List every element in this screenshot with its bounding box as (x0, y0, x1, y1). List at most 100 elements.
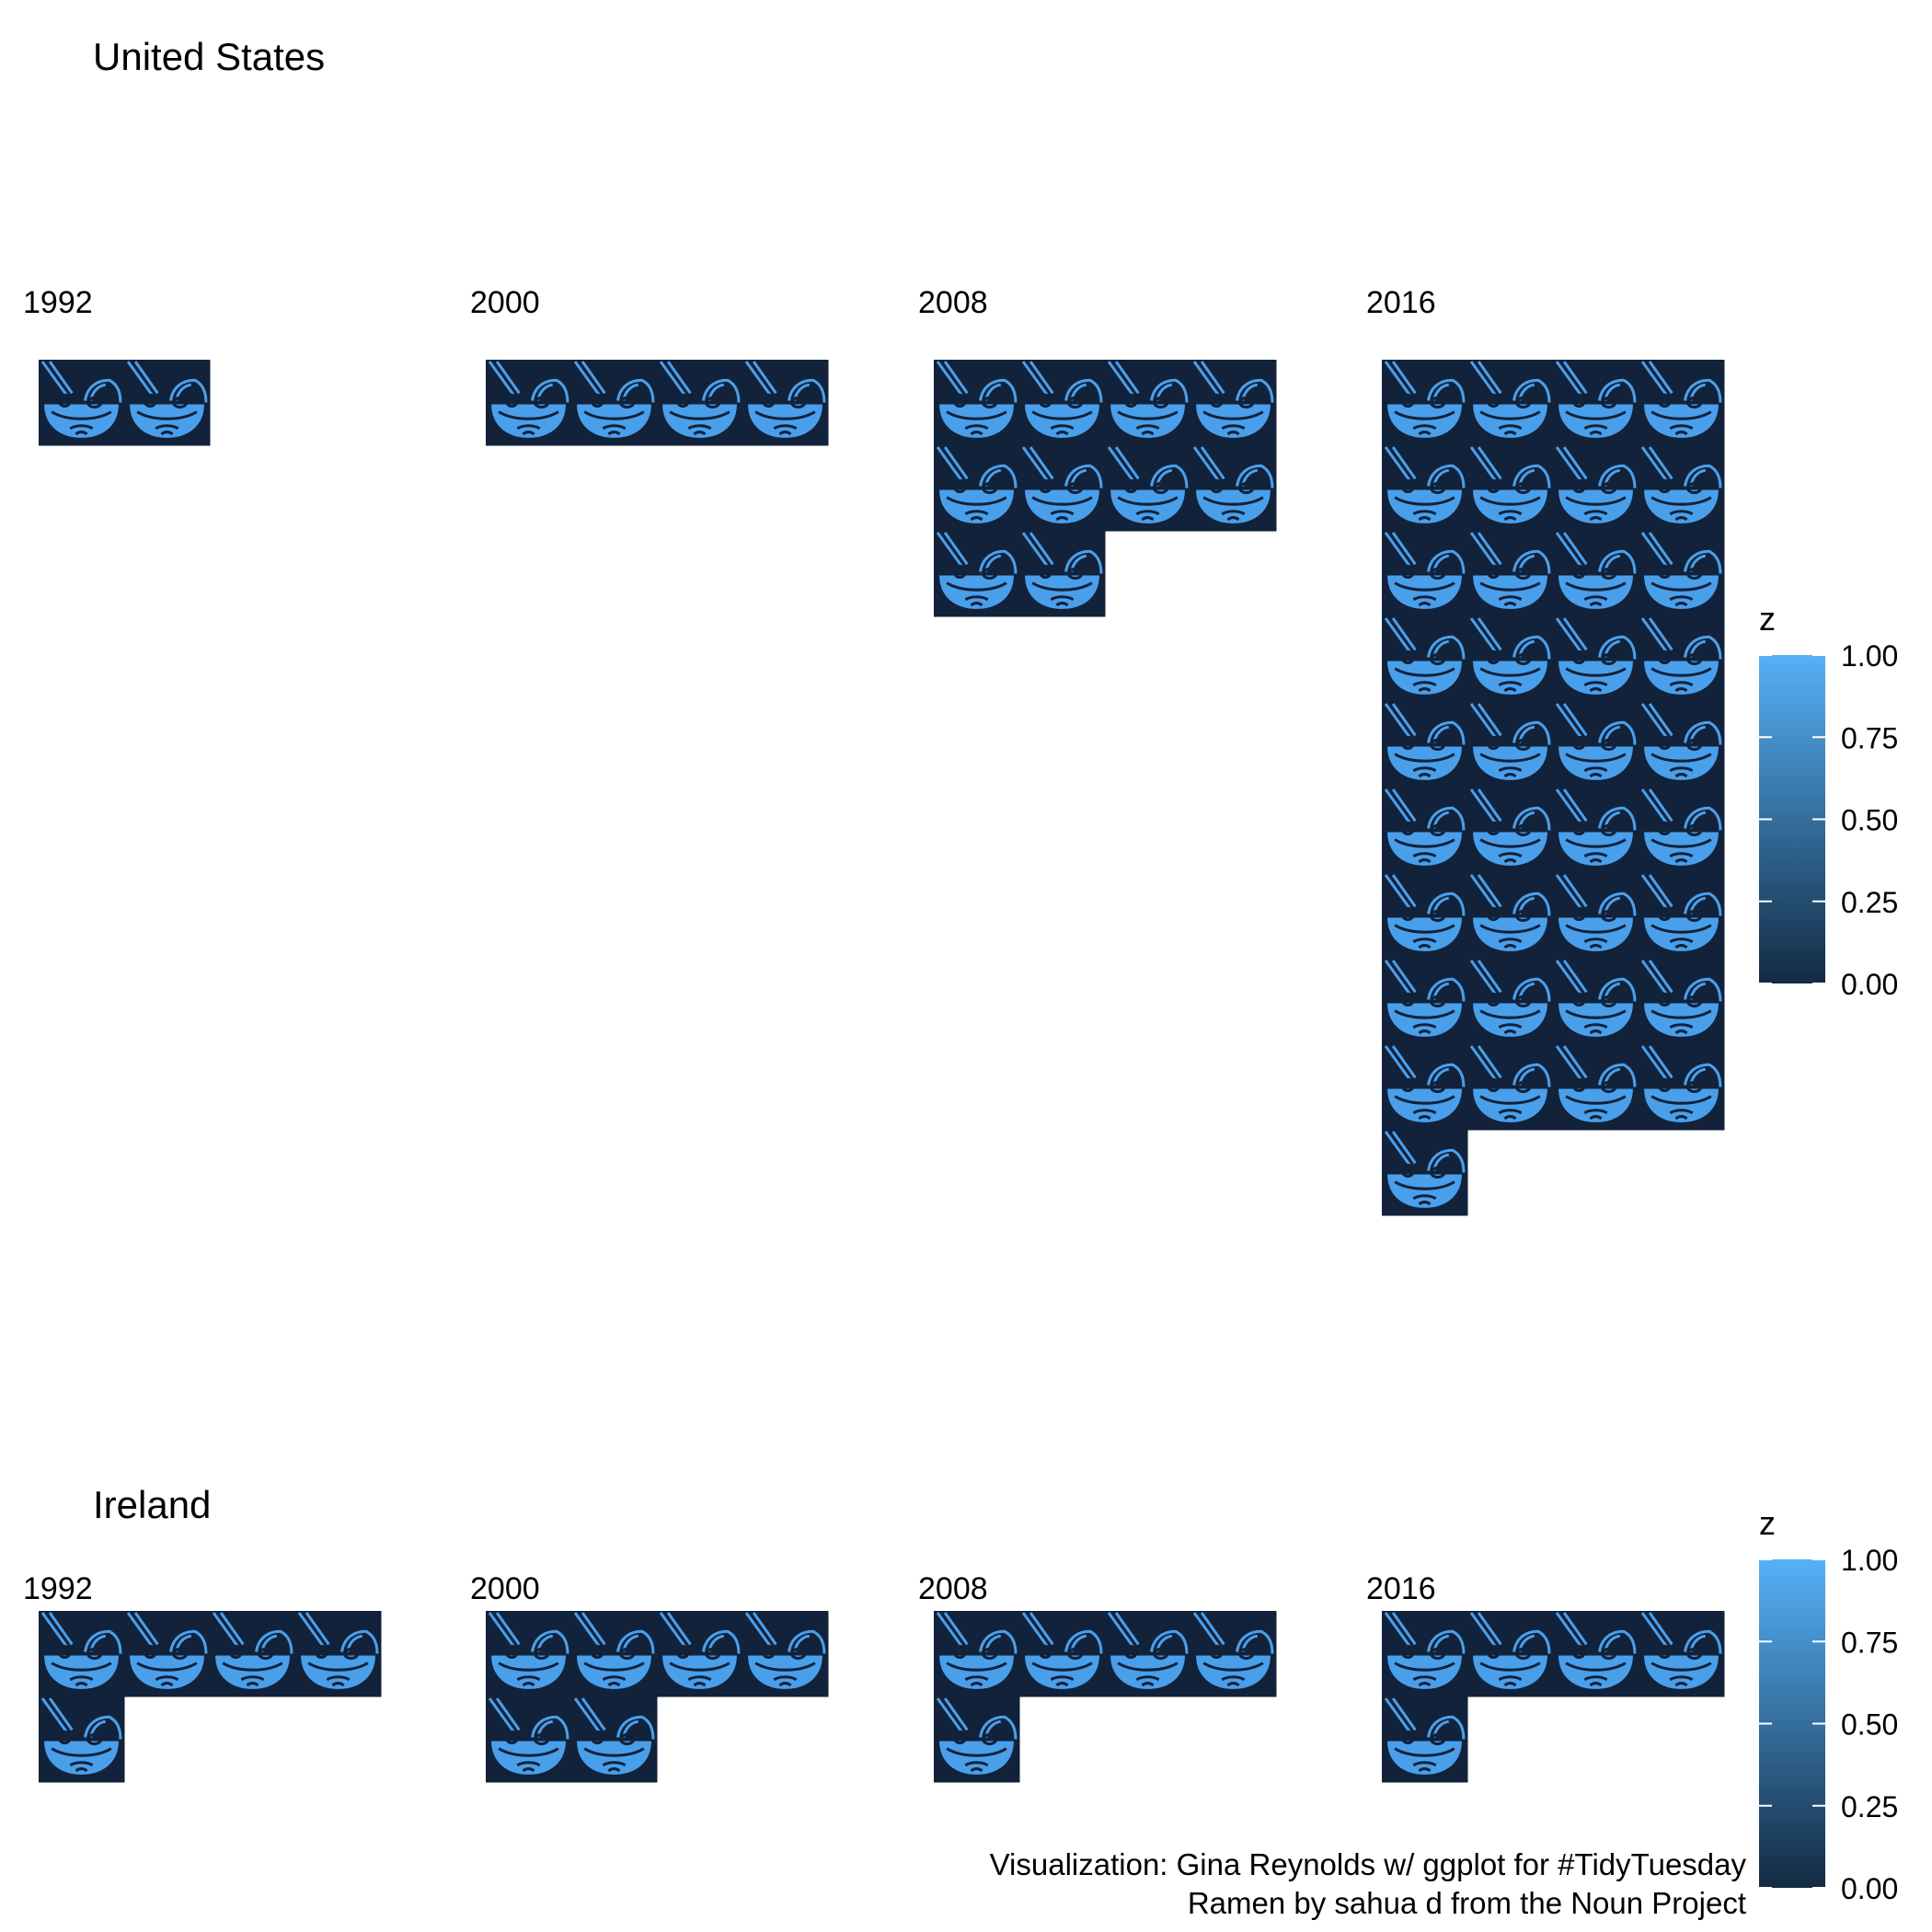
waffle-cell (1467, 1044, 1554, 1131)
waffle-cell (1190, 1611, 1277, 1697)
legend-tick-label: 1.00 (1841, 1544, 1898, 1577)
legend-tick: 0.25 (1759, 1790, 1898, 1823)
waffle-cell (1639, 788, 1725, 874)
legend-tick-label: 0.75 (1841, 721, 1898, 754)
legend-title: z (1759, 600, 1776, 638)
legend-tick: 0.25 (1759, 886, 1898, 919)
waffle-cell (1553, 531, 1639, 617)
waffle-cell (1382, 788, 1468, 874)
legend-tick-label: 0.25 (1841, 1790, 1898, 1823)
waffle-cell (742, 360, 829, 446)
waffle-cell (486, 1696, 572, 1783)
facet-us-2008: 2008 (918, 285, 1277, 617)
waffle-cell (1382, 616, 1468, 703)
waffle-cell (657, 360, 743, 446)
legend-tick: 0.00 (1759, 968, 1898, 1001)
facet-ireland-2008: 2008 (918, 1571, 1277, 1783)
waffle-cell (934, 531, 1020, 617)
caption: Visualization: Gina Reynolds w/ ggplot f… (990, 1847, 1747, 1920)
panel-ireland: Ireland 1992 2000 2008 2016 z 1.00 0.75 0.50 0.… (23, 1483, 1898, 1905)
waffle-cell (486, 1611, 572, 1697)
facet-ireland-1992: 1992 (23, 1571, 382, 1783)
waffle-cell (1553, 1611, 1639, 1697)
waffle-cell (1467, 788, 1554, 874)
legend-tick-label: 0.50 (1841, 804, 1898, 837)
waffle-cell (1019, 360, 1106, 446)
panel-us: United States 1992 2000 2008 2016 z 1.00 0.75… (23, 35, 1898, 1216)
waffle-cell (1019, 445, 1106, 532)
legend-ireland: z 1.00 0.75 0.50 0.25 0.00 (1759, 1504, 1898, 1905)
legend-tick-label: 0.50 (1841, 1708, 1898, 1742)
facet-group-us: 1992 2000 2008 2016 (23, 285, 1725, 1216)
waffle-cell (1019, 531, 1106, 617)
waffle-cell (39, 1696, 125, 1783)
waffle-cell (1553, 360, 1639, 446)
facet-label: 2000 (470, 1571, 540, 1606)
waffle-cell (1639, 531, 1725, 617)
facet-ireland-2000: 2000 (470, 1571, 829, 1783)
caption-line-2: Ramen by sahua d from the Noun Project (1188, 1886, 1746, 1920)
waffle-cell (742, 1611, 829, 1697)
facet-label: 2008 (918, 1571, 988, 1606)
waffle-cell (1382, 1130, 1468, 1216)
panel-title-us: United States (93, 35, 325, 78)
waffle-cell (1382, 702, 1468, 788)
caption-line-1: Visualization: Gina Reynolds w/ ggplot f… (990, 1847, 1747, 1881)
waffle-cell (1639, 1611, 1725, 1697)
waffle-cell (1467, 873, 1554, 960)
waffle-cell (1553, 1044, 1639, 1131)
waffle-cell (1467, 959, 1554, 1045)
waffle-cell (1553, 616, 1639, 703)
legend-tick: 0.75 (1759, 721, 1898, 754)
waffle-cell (571, 1611, 658, 1697)
legend-tick-label: 0.25 (1841, 886, 1898, 919)
facet-us-1992: 1992 (23, 285, 211, 446)
waffle-cell (1639, 616, 1725, 703)
waffle-cell (1382, 1044, 1468, 1131)
legend-tick: 0.50 (1759, 804, 1898, 837)
waffle-cell (571, 1696, 658, 1783)
facet-us-2000: 2000 (470, 285, 829, 446)
waffle-cell (1553, 959, 1639, 1045)
waffle-cell (1382, 360, 1468, 446)
legend-tick: 1.00 (1759, 639, 1898, 673)
waffle-cell (1467, 702, 1554, 788)
waffle-cell (1190, 445, 1277, 532)
legend-tick: 1.00 (1759, 1544, 1898, 1577)
legend-us: z 1.00 0.75 0.50 0.25 0.00 (1759, 600, 1898, 1001)
waffle-cell (1105, 445, 1191, 532)
waffle-cell (1382, 1611, 1468, 1697)
waffle-cell (1553, 445, 1639, 532)
legend-title: z (1759, 1504, 1776, 1542)
facet-ireland-2016: 2016 (1366, 1571, 1725, 1783)
waffle-cell (39, 360, 125, 446)
facet-label: 2016 (1366, 285, 1436, 320)
waffle-cell (124, 1611, 211, 1697)
waffle-cell (210, 1611, 296, 1697)
facet-group-ireland: 1992 2000 2008 2016 (23, 1571, 1725, 1783)
legend-tick-label: 0.75 (1841, 1626, 1898, 1659)
waffle-cell (1467, 1611, 1554, 1697)
waffle-cell (1105, 360, 1191, 446)
waffle-cell (1639, 360, 1725, 446)
facet-label: 2000 (470, 285, 540, 320)
waffle-cell (934, 445, 1020, 532)
waffle-cell (1382, 445, 1468, 532)
waffle-cell (1382, 873, 1468, 960)
waffle-cell (1467, 445, 1554, 532)
waffle-cell (657, 1611, 743, 1697)
waffle-cell (571, 360, 658, 446)
panel-title-ireland: Ireland (93, 1483, 211, 1526)
waffle-cell (1382, 1696, 1468, 1783)
waffle-cell (1467, 616, 1554, 703)
waffle-cell (1639, 445, 1725, 532)
waffle-cell (1639, 702, 1725, 788)
waffle-cell (1639, 873, 1725, 960)
waffle-cell (1467, 531, 1554, 617)
legend-tick-label: 0.00 (1841, 1872, 1898, 1905)
waffle-cell (1639, 1044, 1725, 1131)
waffle-cell (934, 1611, 1020, 1697)
legend-tick: 0.75 (1759, 1626, 1898, 1659)
facet-us-2016: 2016 (1366, 285, 1725, 1216)
